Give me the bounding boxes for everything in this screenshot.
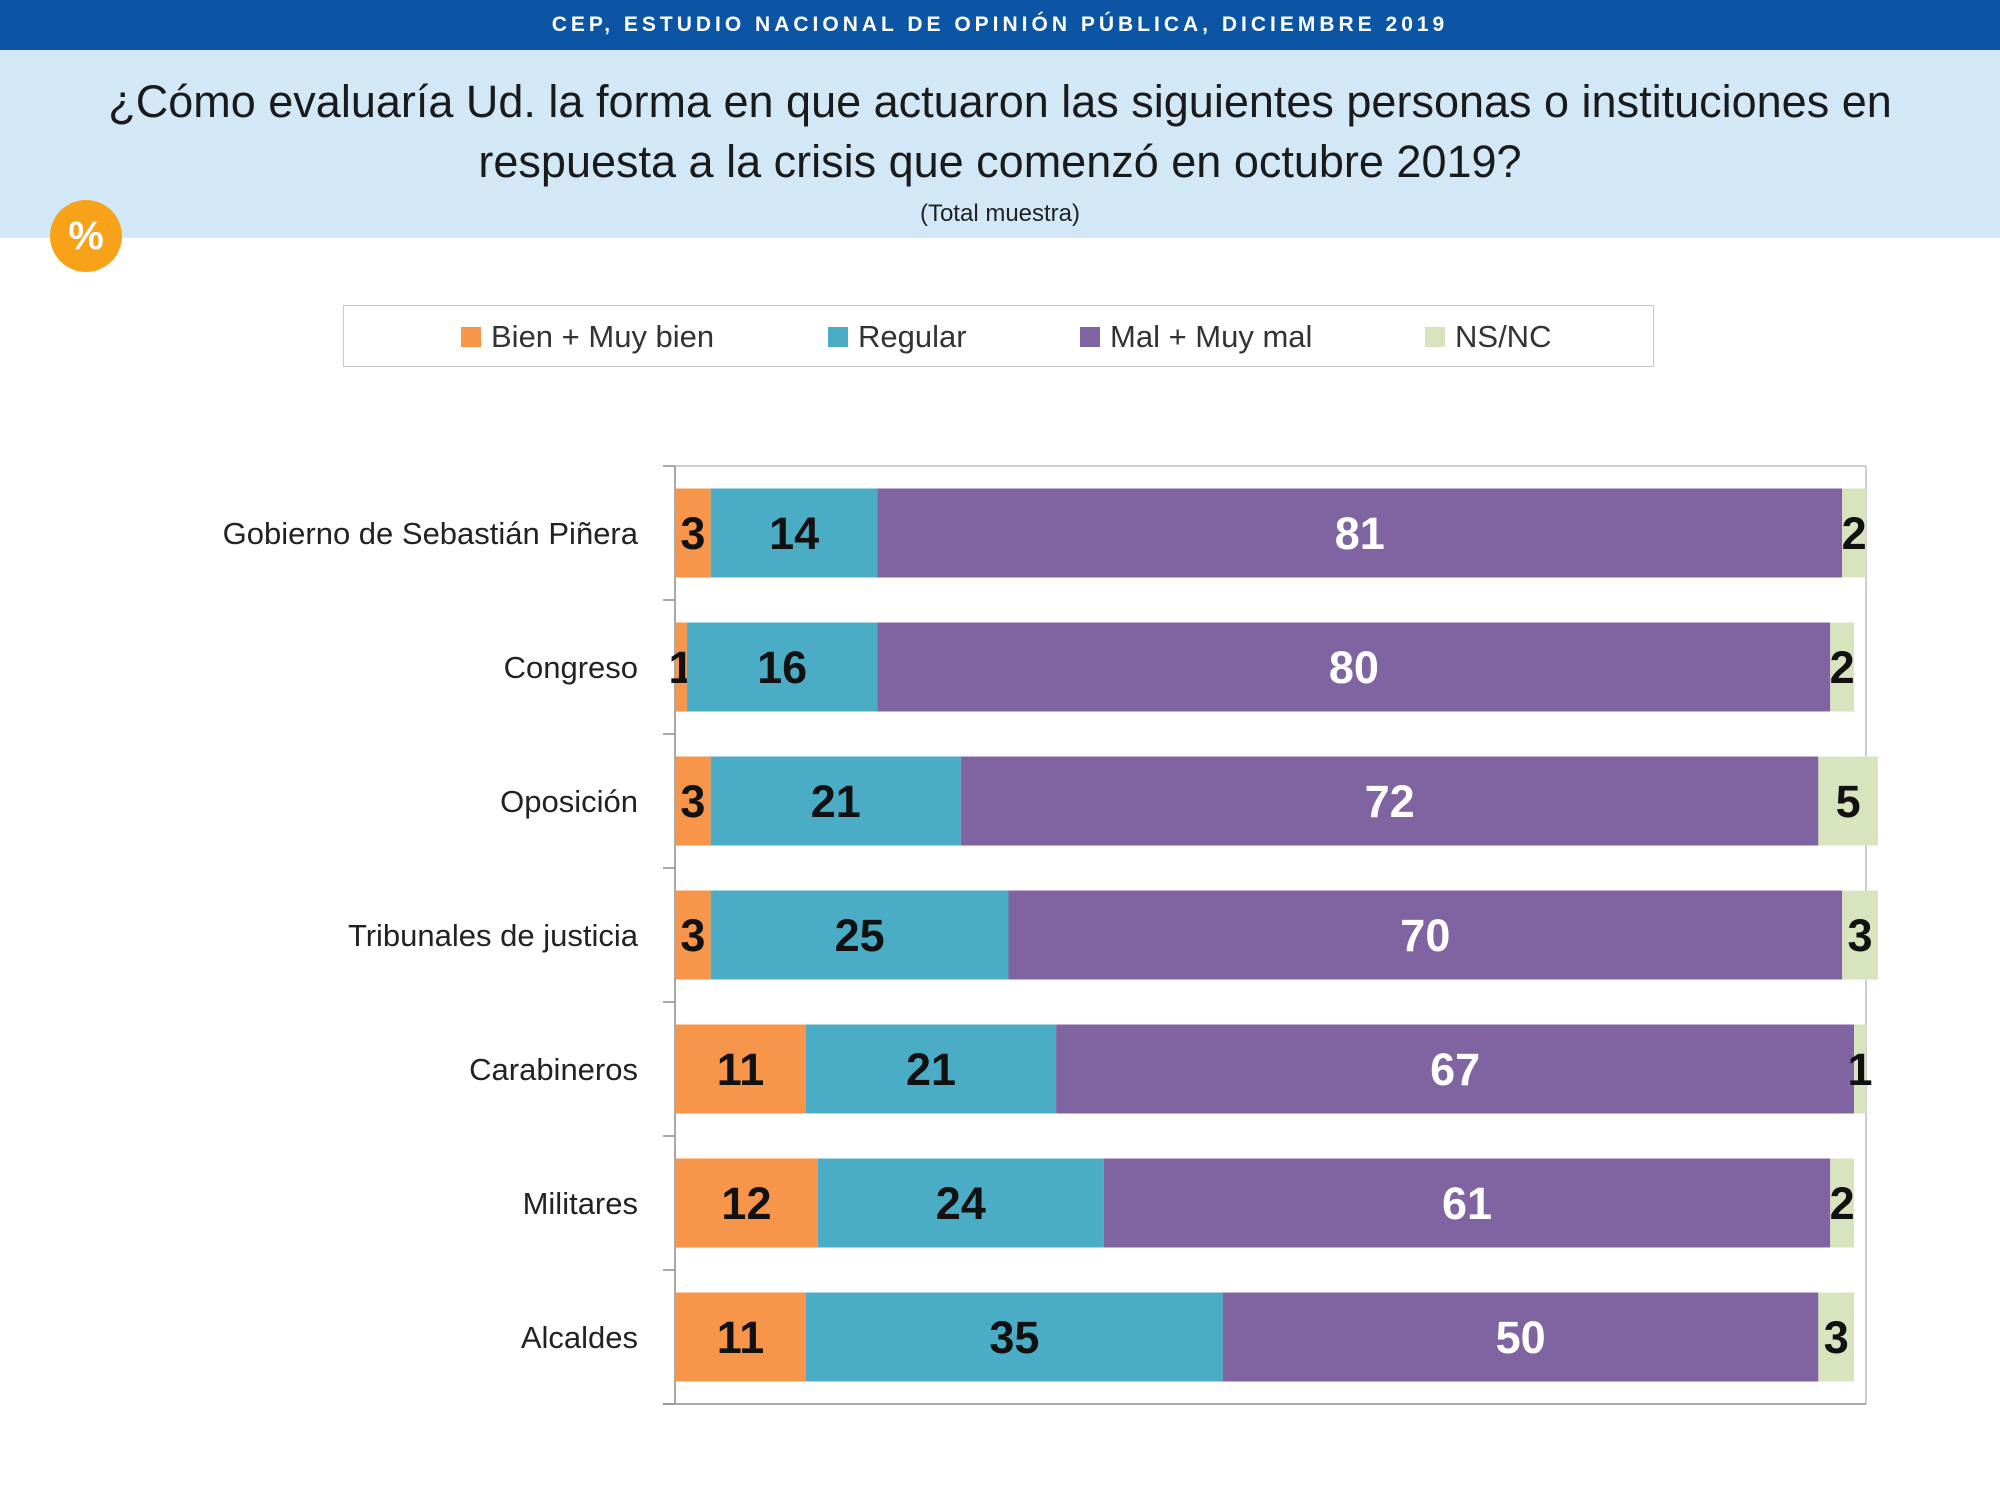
category-label: Alcaldes (521, 1320, 638, 1355)
legend-item-bien: Bien + Muy bien (461, 306, 714, 368)
data-label: 61 (1442, 1178, 1492, 1229)
category-label: Carabineros (469, 1052, 638, 1087)
sample-subtitle: (Total muestra) (919, 200, 1081, 227)
bar-segment (1830, 622, 1855, 712)
data-label: 70 (1400, 910, 1450, 961)
bar-segment (1830, 1158, 1855, 1248)
data-label: 5 (1836, 776, 1861, 827)
data-label: 3 (680, 776, 705, 827)
top-banner: CEP, ESTUDIO NACIONAL DE OPINIÓN PÚBLICA… (0, 0, 2000, 50)
bar-segment (1842, 488, 1866, 578)
question-header (0, 50, 2000, 238)
bar-segment (1103, 1158, 1831, 1248)
data-label: 21 (811, 776, 861, 827)
bar-segment (877, 622, 1831, 712)
data-label: 24 (936, 1178, 986, 1229)
bar-segment (710, 488, 878, 578)
data-label: 12 (721, 1178, 771, 1229)
data-label: 50 (1496, 1312, 1546, 1363)
bar-segment (675, 1158, 818, 1248)
bar-segment (675, 890, 711, 980)
data-label: 3 (1848, 910, 1873, 961)
bar-segment (877, 488, 1843, 578)
data-label: 2 (1842, 508, 1867, 559)
data-label: 35 (989, 1312, 1039, 1363)
bar-segment (806, 1024, 1057, 1114)
bar-segment (960, 756, 1819, 846)
bar-segment (675, 756, 711, 846)
data-label: 2 (1830, 642, 1855, 693)
category-label: Oposición (500, 784, 638, 819)
data-label: 3 (680, 508, 705, 559)
bar-segment (817, 1158, 1104, 1248)
bar-segment (806, 1292, 1223, 1382)
legend-label-mal: Mal + Muy mal (1110, 319, 1313, 354)
legend-swatch-mal (1080, 327, 1100, 347)
data-label: 67 (1430, 1044, 1480, 1095)
data-label: 11 (717, 1312, 765, 1363)
legend-label-regular: Regular (858, 319, 967, 354)
data-label: 21 (906, 1044, 956, 1095)
data-label: 3 (1824, 1312, 1849, 1363)
question-title: ¿Cómo evaluaría Ud. la forma en que actu… (60, 72, 1940, 192)
data-label: 72 (1365, 776, 1415, 827)
data-label: 1 (1848, 1044, 1873, 1095)
legend-item-nsnc: NS/NC (1425, 306, 1551, 368)
top-banner-text: CEP, ESTUDIO NACIONAL DE OPINIÓN PÚBLICA… (551, 13, 1449, 36)
chart-legend: Bien + Muy bien Regular Mal + Muy mal NS… (343, 305, 1654, 367)
data-label: 81 (1335, 508, 1385, 559)
category-label: Tribunales de justicia (348, 918, 639, 953)
data-label: 11 (717, 1044, 765, 1095)
bar-segment (1008, 890, 1843, 980)
legend-label-nsnc: NS/NC (1455, 319, 1552, 354)
bar-segment (710, 756, 961, 846)
category-label: Congreso (504, 650, 638, 685)
legend-swatch-bien (461, 327, 481, 347)
bar-segment (1854, 1024, 1866, 1114)
bar-segment (1222, 1292, 1819, 1382)
data-label: 3 (680, 910, 705, 961)
data-label: 80 (1329, 642, 1379, 693)
legend-label-bien: Bien + Muy bien (491, 319, 715, 354)
legend-item-regular: Regular (828, 306, 967, 368)
bar-segment (1056, 1024, 1855, 1114)
question-line-2: respuesta a la crisis que comenzó en oct… (478, 136, 1522, 187)
legend-swatch-nsnc (1425, 327, 1445, 347)
bar-segment (1818, 756, 1878, 846)
legend-item-mal: Mal + Muy mal (1080, 306, 1312, 368)
percent-badge-icon: % (50, 200, 122, 272)
bar-segment (1818, 1292, 1855, 1382)
bar-segment (675, 1024, 807, 1114)
data-label: 2 (1830, 1178, 1855, 1229)
category-label: Gobierno de Sebastián Piñera (223, 516, 639, 551)
legend-swatch-regular (828, 327, 848, 347)
bar-segment (1842, 890, 1878, 980)
bar-segment (710, 890, 1009, 980)
category-label: Militares (523, 1186, 638, 1221)
bar-segment (675, 1292, 807, 1382)
data-label: 16 (757, 642, 807, 693)
bar-segment (686, 622, 878, 712)
question-line-1: ¿Cómo evaluaría Ud. la forma en que actu… (108, 76, 1892, 127)
data-label: 14 (769, 508, 819, 559)
data-label: 25 (835, 910, 885, 961)
bar-segment (675, 488, 711, 578)
bar-segment (675, 622, 687, 712)
